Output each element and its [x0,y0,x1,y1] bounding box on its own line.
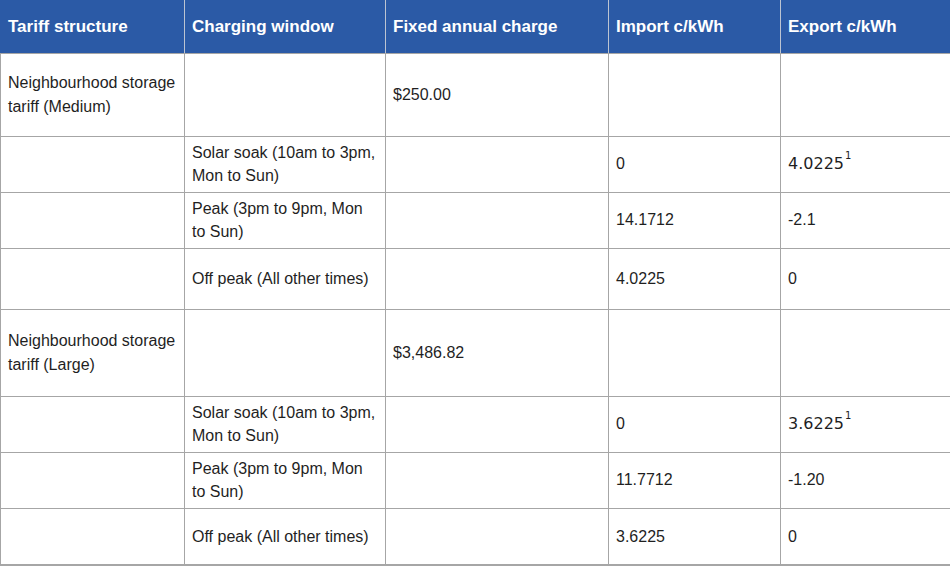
cell-export-ckwh: 3.62251 [781,396,950,452]
table-body: Neighbourhood storage tariff (Medium) $2… [1,53,950,565]
cell-fixed-annual-charge [386,396,609,452]
cell-charging-window [185,53,386,136]
tariff-table: Tariff structure Charging window Fixed a… [0,0,950,566]
cell-export-ckwh: 0 [781,508,950,565]
cell-export-ckwh: -2.1 [781,192,950,248]
header-cell-tariff-structure: Tariff structure [1,0,185,53]
cell-import-ckwh [609,53,781,136]
cell-tariff-structure [1,136,185,192]
header-cell-fixed-annual-charge: Fixed annual charge [386,0,609,53]
table-row-medium-solar-soak: Solar soak (10am to 3pm, Mon to Sun) 0 4… [1,136,950,192]
cell-fixed-annual-charge [386,248,609,309]
cell-export-ckwh [781,309,950,396]
table-row-medium-peak: Peak (3pm to 9pm, Mon to Sun) 14.1712 -2… [1,192,950,248]
header-cell-export-ckwh: Export c/kWh [781,0,950,53]
table-row-large-solar-soak: Solar soak (10am to 3pm, Mon to Sun) 0 3… [1,396,950,452]
cell-charging-window: Off peak (All other times) [185,248,386,309]
cell-tariff-structure [1,452,185,508]
export-value: 4.0225 [788,154,844,173]
cell-tariff-structure [1,396,185,452]
cell-import-ckwh: 0 [609,136,781,192]
cell-export-ckwh: -1.20 [781,452,950,508]
cell-fixed-annual-charge [386,452,609,508]
export-value: 3.6225 [788,414,844,433]
tariff-table-page: Tariff structure Charging window Fixed a… [0,0,950,568]
table-row-medium-off-peak: Off peak (All other times) 4.0225 0 [1,248,950,309]
header-cell-import-ckwh: Import c/kWh [609,0,781,53]
table-row-large-off-peak: Off peak (All other times) 3.6225 0 [1,508,950,565]
cell-import-ckwh: 14.1712 [609,192,781,248]
cell-tariff-structure [1,192,185,248]
table-row-large-peak: Peak (3pm to 9pm, Mon to Sun) 11.7712 -1… [1,452,950,508]
cell-import-ckwh: 3.6225 [609,508,781,565]
cell-fixed-annual-charge [386,192,609,248]
cell-export-ckwh [781,53,950,136]
cell-export-ckwh: 0 [781,248,950,309]
cell-fixed-annual-charge [386,136,609,192]
cell-import-ckwh [609,309,781,396]
cell-charging-window: Solar soak (10am to 3pm, Mon to Sun) [185,136,386,192]
table-row-medium-group: Neighbourhood storage tariff (Medium) $2… [1,53,950,136]
cell-fixed-annual-charge: $250.00 [386,53,609,136]
cell-import-ckwh: 0 [609,396,781,452]
footnote-marker: 1 [845,150,851,161]
cell-charging-window: Peak (3pm to 9pm, Mon to Sun) [185,452,386,508]
cell-charging-window [185,309,386,396]
header-cell-charging-window: Charging window [185,0,386,53]
header-row: Tariff structure Charging window Fixed a… [1,0,950,53]
cell-tariff-structure [1,508,185,565]
cell-charging-window: Solar soak (10am to 3pm, Mon to Sun) [185,396,386,452]
cell-fixed-annual-charge: $3,486.82 [386,309,609,396]
cell-import-ckwh: 4.0225 [609,248,781,309]
cell-tariff-structure: Neighbourhood storage tariff (Large) [1,309,185,396]
cell-charging-window: Off peak (All other times) [185,508,386,565]
cell-import-ckwh: 11.7712 [609,452,781,508]
cell-tariff-structure: Neighbourhood storage tariff (Medium) [1,53,185,136]
cell-charging-window: Peak (3pm to 9pm, Mon to Sun) [185,192,386,248]
footnote-marker: 1 [845,410,851,421]
cell-tariff-structure [1,248,185,309]
table-header: Tariff structure Charging window Fixed a… [1,0,950,53]
cell-export-ckwh: 4.02251 [781,136,950,192]
table-row-large-group: Neighbourhood storage tariff (Large) $3,… [1,309,950,396]
cell-fixed-annual-charge [386,508,609,565]
